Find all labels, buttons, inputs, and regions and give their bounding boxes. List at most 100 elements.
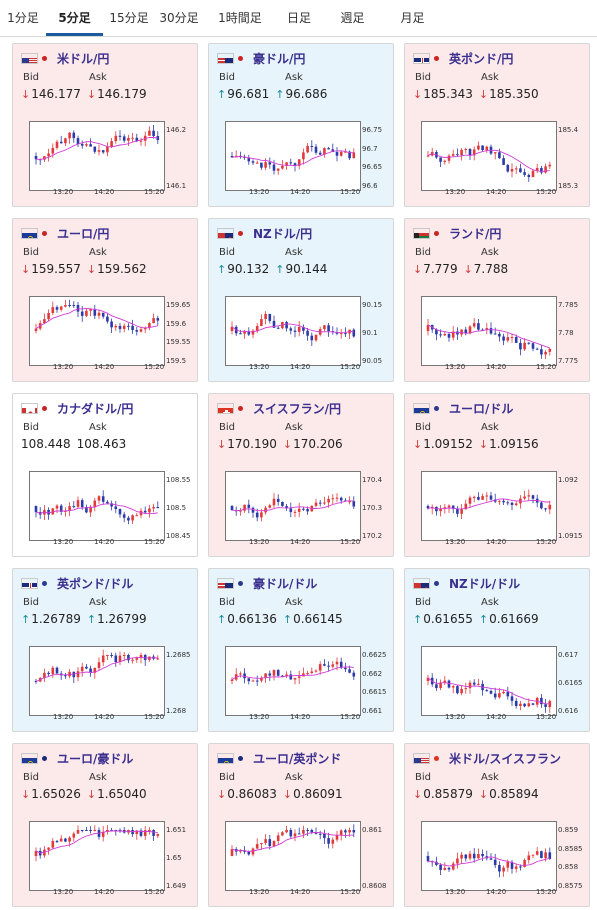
price-chart[interactable]	[225, 471, 361, 541]
candle-body	[339, 333, 343, 335]
quote-currency-icon	[434, 580, 439, 586]
price-chart[interactable]	[225, 821, 361, 891]
candle-body	[335, 497, 339, 499]
candle-body	[439, 334, 442, 336]
rate-card[interactable]: 米ドル/円 Bid Ask ↓146.177 ↓146.179 146.2 146.1 13:…	[12, 43, 198, 207]
ask-price: 7.788	[473, 262, 509, 276]
tab-0[interactable]: 1分足	[7, 11, 39, 25]
ask-value: ↓1.65040	[87, 787, 147, 801]
candle-body	[76, 830, 80, 834]
rate-card[interactable]: NZドル/円 Bid Ask ↑90.132 ↑90.144 90.15 90.1 90.05…	[208, 218, 394, 382]
rate-card[interactable]: 米ドル/スイスフラン Bid Ask ↓0.85879 ↓0.85894 0.859 0.8…	[404, 743, 590, 907]
tab-1[interactable]: 5分足	[46, 0, 103, 36]
price-chart[interactable]	[29, 121, 165, 191]
candle-body	[306, 146, 309, 153]
candle-body	[327, 665, 330, 667]
candle-body	[118, 325, 122, 329]
pair-name[interactable]: 米ドル/スイスフラン	[449, 751, 562, 766]
price-chart[interactable]	[29, 471, 165, 541]
bid-label: Bid	[415, 247, 431, 258]
tab-5[interactable]: 日足	[286, 11, 311, 25]
candle-body	[97, 150, 101, 152]
price-chart[interactable]	[421, 121, 557, 191]
y-tick-label: 146.1	[166, 182, 187, 190]
rate-card[interactable]: 豪ドル/円 Bid Ask ↑96.681 ↑96.686 96.75 96.7 96.65 9…	[208, 43, 394, 207]
pair-name[interactable]: カナダドル/円	[57, 401, 134, 416]
pair-name[interactable]: 豪ドル/円	[253, 51, 306, 66]
pair-name[interactable]: ユーロ/英ポンド	[253, 751, 342, 766]
candle-body	[239, 850, 242, 852]
tab-7[interactable]: 月足	[400, 11, 425, 25]
candle-body	[85, 144, 88, 146]
rate-card[interactable]: カナダドル/円 Bid Ask 108.448 108.463 108.55 108.5 10…	[12, 393, 198, 557]
price-chart[interactable]	[421, 471, 557, 541]
price-chart[interactable]	[225, 121, 361, 191]
pair-name[interactable]: 米ドル/円	[57, 51, 110, 66]
candle-body	[51, 307, 55, 314]
tab-6[interactable]: 週足	[340, 11, 365, 25]
pair-name[interactable]: NZドル/ドル	[449, 576, 521, 591]
card-header: 豪ドル/円	[217, 50, 305, 66]
rate-card[interactable]: ユーロ/英ポンド Bid Ask ↓0.86083 ↓0.86091 0.861 0.860…	[208, 743, 394, 907]
pair-name[interactable]: ユーロ/豪ドル	[57, 751, 134, 766]
candle-body	[352, 152, 356, 159]
price-chart[interactable]	[421, 821, 557, 891]
moving-average-line	[427, 149, 550, 173]
ask-value: ↑1.26799	[87, 612, 147, 626]
pair-name[interactable]: ユーロ/ドル	[449, 401, 514, 416]
tab-2[interactable]: 15分足	[109, 11, 149, 25]
y-tick-label: 0.859	[558, 826, 579, 834]
rate-card[interactable]: ユーロ/ドル Bid Ask ↓1.09152 ↓1.09156 1.092 1.0915 1…	[404, 393, 590, 557]
candle-body	[447, 334, 451, 338]
candle-body	[55, 667, 59, 674]
candle-body	[523, 172, 526, 175]
pair-name[interactable]: 豪ドル/ドル	[253, 576, 318, 591]
pair-name[interactable]: ユーロ/円	[57, 226, 110, 241]
price-chart[interactable]	[421, 646, 557, 716]
candle-body	[251, 330, 255, 335]
candle-body	[85, 310, 88, 316]
candle-body	[460, 149, 463, 156]
price-labels: Bid Ask	[23, 247, 155, 258]
price-chart[interactable]	[29, 296, 165, 366]
pair-name[interactable]: NZドル/円	[253, 226, 313, 241]
candle-body	[540, 851, 543, 859]
pair-name[interactable]: 英ポンド/ドル	[57, 576, 134, 591]
rate-card[interactable]: ユーロ/豪ドル Bid Ask ↓1.65026 ↓1.65040 1.651 1.65 1.…	[12, 743, 198, 907]
price-chart[interactable]	[29, 646, 165, 716]
pair-name[interactable]: ランド/円	[449, 226, 502, 241]
tab-4[interactable]: 1時間足	[218, 11, 262, 25]
y-tick-label: 90.05	[362, 357, 383, 365]
x-tick-label: 13:20	[53, 713, 74, 721]
moving-average-line	[231, 831, 354, 852]
price-chart[interactable]	[421, 296, 557, 366]
candle-body	[76, 500, 80, 507]
pair-name[interactable]: 英ポンド/円	[449, 51, 514, 66]
tab-3[interactable]: 30分足	[159, 11, 199, 25]
candle-body	[285, 321, 288, 329]
card-header: ユーロ/ドル	[413, 400, 513, 416]
candle-body	[489, 690, 493, 694]
quote-currency-icon	[42, 580, 47, 586]
candle-body	[447, 867, 451, 870]
rate-card[interactable]: スイスフラン/円 Bid Ask ↓170.190 ↓170.206 170.4 170.3…	[208, 393, 394, 557]
pair-name[interactable]: スイスフラン/円	[253, 401, 342, 416]
quote-currency-icon	[434, 230, 439, 236]
price-chart[interactable]	[29, 821, 165, 891]
rate-card[interactable]: 英ポンド/ドル Bid Ask ↑1.26789 ↑1.26799 1.2685 1.268…	[12, 568, 198, 732]
rate-card[interactable]: NZドル/ドル Bid Ask ↑0.61655 ↑0.61669 0.617 0.6165…	[404, 568, 590, 732]
rate-card[interactable]: ユーロ/円 Bid Ask ↓159.557 ↓159.562 159.65 159.6 15…	[12, 218, 198, 382]
arrow-down-icon: ↓	[413, 438, 423, 451]
price-chart[interactable]	[225, 296, 361, 366]
rate-card[interactable]: ランド/円 Bid Ask ↓7.779 ↓7.788 7.785 7.78 7.775 13:…	[404, 218, 590, 382]
y-tick-label: 159.5	[166, 357, 187, 365]
rate-card[interactable]: 英ポンド/円 Bid Ask ↓185.343 ↓185.350 185.4 185.3 13…	[404, 43, 590, 207]
rate-card[interactable]: 豪ドル/ドル Bid Ask ↑0.66136 ↑0.66145 0.6625 0.662 0…	[208, 568, 394, 732]
candle-body	[85, 666, 88, 669]
y-tick-label: 0.861	[362, 826, 383, 834]
candle-body	[127, 517, 130, 521]
nz-us-flag-icon	[413, 577, 430, 589]
candle-body	[230, 506, 234, 511]
candle-body	[302, 508, 305, 510]
price-chart[interactable]	[225, 646, 361, 716]
